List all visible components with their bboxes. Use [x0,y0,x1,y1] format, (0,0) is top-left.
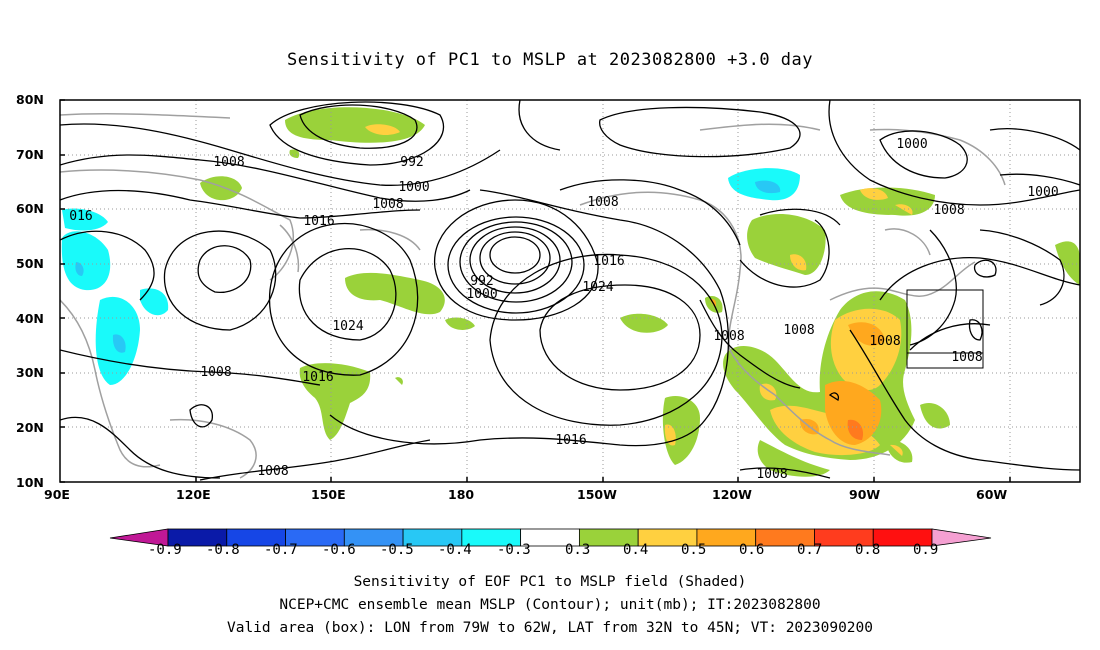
footer-line-3: Valid area (box): LON from 79W to 62W, L… [226,620,873,636]
lon-label-180: 180 [448,487,475,502]
contour-label: 1008 [869,334,900,349]
contour-label: 1000 [896,137,927,152]
chart-title: Sensitivity of PC1 to MSLP at 2023082800… [286,50,813,70]
contour-label: 016 [69,209,92,224]
map-frame [59,99,1081,483]
footer-line-1: Sensitivity of EOF PC1 to MSLP field (Sh… [353,574,747,590]
colorbar-label: -0.8 [206,542,240,558]
contour-label: 1008 [587,195,618,210]
lat-label-40n: 40N [16,311,44,326]
lat-label-20n: 20N [16,420,44,435]
colorbar-label: -0.6 [322,542,356,558]
contour-label: 992 [400,155,423,170]
colorbar-high-arrow [931,528,992,547]
contour-label: 992 [470,274,493,289]
footer-line-2: NCEP+CMC ensemble mean MSLP (Contour); u… [279,597,821,613]
contour-label: 1000 [398,180,429,195]
colorbar-label: -0.9 [148,542,182,558]
lon-label-60w: 60W [976,487,1008,502]
colorbar-label: -0.5 [380,542,414,558]
colorbar [109,528,992,547]
contour-labels: 1008 992 1000 1008 016 1016 1024 1008 10… [69,137,1058,482]
contour-label: 1000 [1027,185,1058,200]
lat-label-60n: 60N [16,201,44,216]
contour-label: 1016 [555,433,586,448]
colorbar-label: 0.3 [565,542,591,558]
lon-label-90e: 90E [44,487,70,502]
lat-label-30n: 30N [16,365,44,380]
contour-label: 1016 [302,370,333,385]
contour-label: 1008 [713,329,744,344]
contour-label: 1000 [466,287,497,302]
lat-label-80n: 80N [16,92,44,107]
contour-label: 1016 [303,214,334,229]
lon-label-150e: 150E [311,487,346,502]
mslp-contours [60,100,1080,481]
lat-label-70n: 70N [16,147,44,162]
colorbar-label: 0.6 [739,542,765,558]
colorbar-label: 0.5 [681,542,707,558]
lon-label-120w: 120W [712,487,752,502]
colorbar-label: 0.4 [623,542,649,558]
valid-area-box [906,289,984,369]
colorbar-label: -0.7 [264,542,298,558]
contour-label: 1008 [200,365,231,380]
contour-label: 1008 [933,203,964,218]
contour-label: 1008 [372,197,403,212]
contour-label: 1008 [756,467,787,482]
lon-label-150w: 150W [577,487,617,502]
contour-label: 1024 [332,319,363,334]
colorbar-label: 0.7 [797,542,823,558]
lat-label-50n: 50N [16,256,44,271]
lat-label-10n: 10N [16,475,44,490]
colorbar-label: 0.8 [855,542,881,558]
contour-label: 1008 [257,464,288,479]
axis-ticks [60,99,1011,483]
colorbar-label: 0.9 [913,542,939,558]
colorbar-label: -0.3 [497,542,531,558]
contour-label: 1016 [593,254,624,269]
lon-label-90w: 90W [849,487,881,502]
contour-label: 1024 [582,280,613,295]
contour-label: 1008 [783,323,814,338]
contour-label: 1008 [213,155,244,170]
contour-label: 1008 [951,350,982,365]
colorbar-label: -0.4 [438,542,472,558]
lon-label-120e: 120E [176,487,211,502]
